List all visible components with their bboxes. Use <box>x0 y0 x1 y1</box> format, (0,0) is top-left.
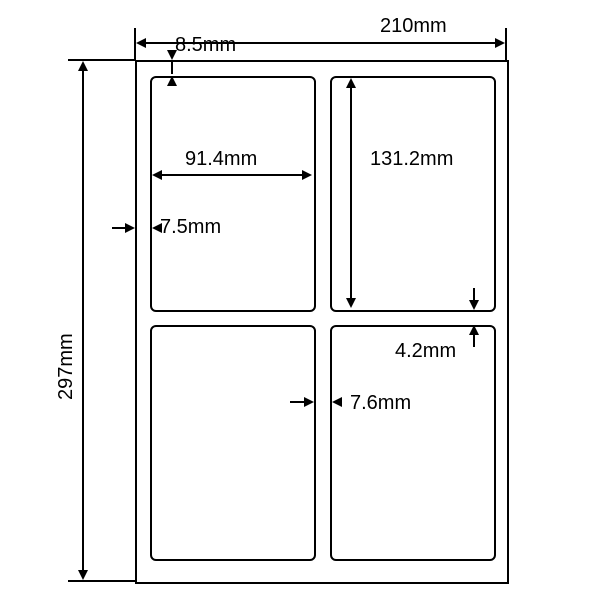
arrow-head <box>167 76 177 86</box>
dim-sheet-height: 297mm <box>55 333 78 400</box>
arrow-head <box>152 170 162 180</box>
dim-line-top-margin <box>171 62 173 74</box>
dim-line-sheet-height <box>82 70 84 572</box>
arrow-head <box>136 38 146 48</box>
dim-label-width: 91.4mm <box>185 148 257 171</box>
arrow-head <box>125 223 135 233</box>
dim-top-margin: 8.5mm <box>175 34 236 57</box>
diagram-stage: 210mm 297mm 8.5mm 91.4mm 131.2mm 7.5mm 4… <box>0 0 600 600</box>
dim-line-label-width <box>162 174 302 176</box>
dim-col-gap: 7.6mm <box>350 392 411 415</box>
tick <box>505 28 507 60</box>
label-cell-2 <box>330 76 496 312</box>
dim-line-col-gap <box>290 401 304 403</box>
arrow-head <box>302 170 312 180</box>
label-cell-3 <box>150 325 316 561</box>
arrow-head <box>346 298 356 308</box>
arrow-head <box>346 78 356 88</box>
arrow-head <box>332 397 342 407</box>
label-cell-1 <box>150 76 316 312</box>
arrow-head <box>78 61 88 71</box>
dim-left-margin: 7.5mm <box>160 216 221 239</box>
dim-line-label-height <box>350 88 352 298</box>
arrow-head <box>304 397 314 407</box>
dim-label-height: 131.2mm <box>370 148 453 171</box>
dim-line-row-gap <box>473 288 475 302</box>
dim-line-left-margin-l <box>112 227 126 229</box>
arrow-head <box>78 570 88 580</box>
dim-row-gap: 4.2mm <box>395 340 456 363</box>
dim-line-row-gap <box>473 333 475 347</box>
arrow-head <box>495 38 505 48</box>
dim-sheet-width: 210mm <box>380 15 447 38</box>
tick <box>68 580 135 582</box>
